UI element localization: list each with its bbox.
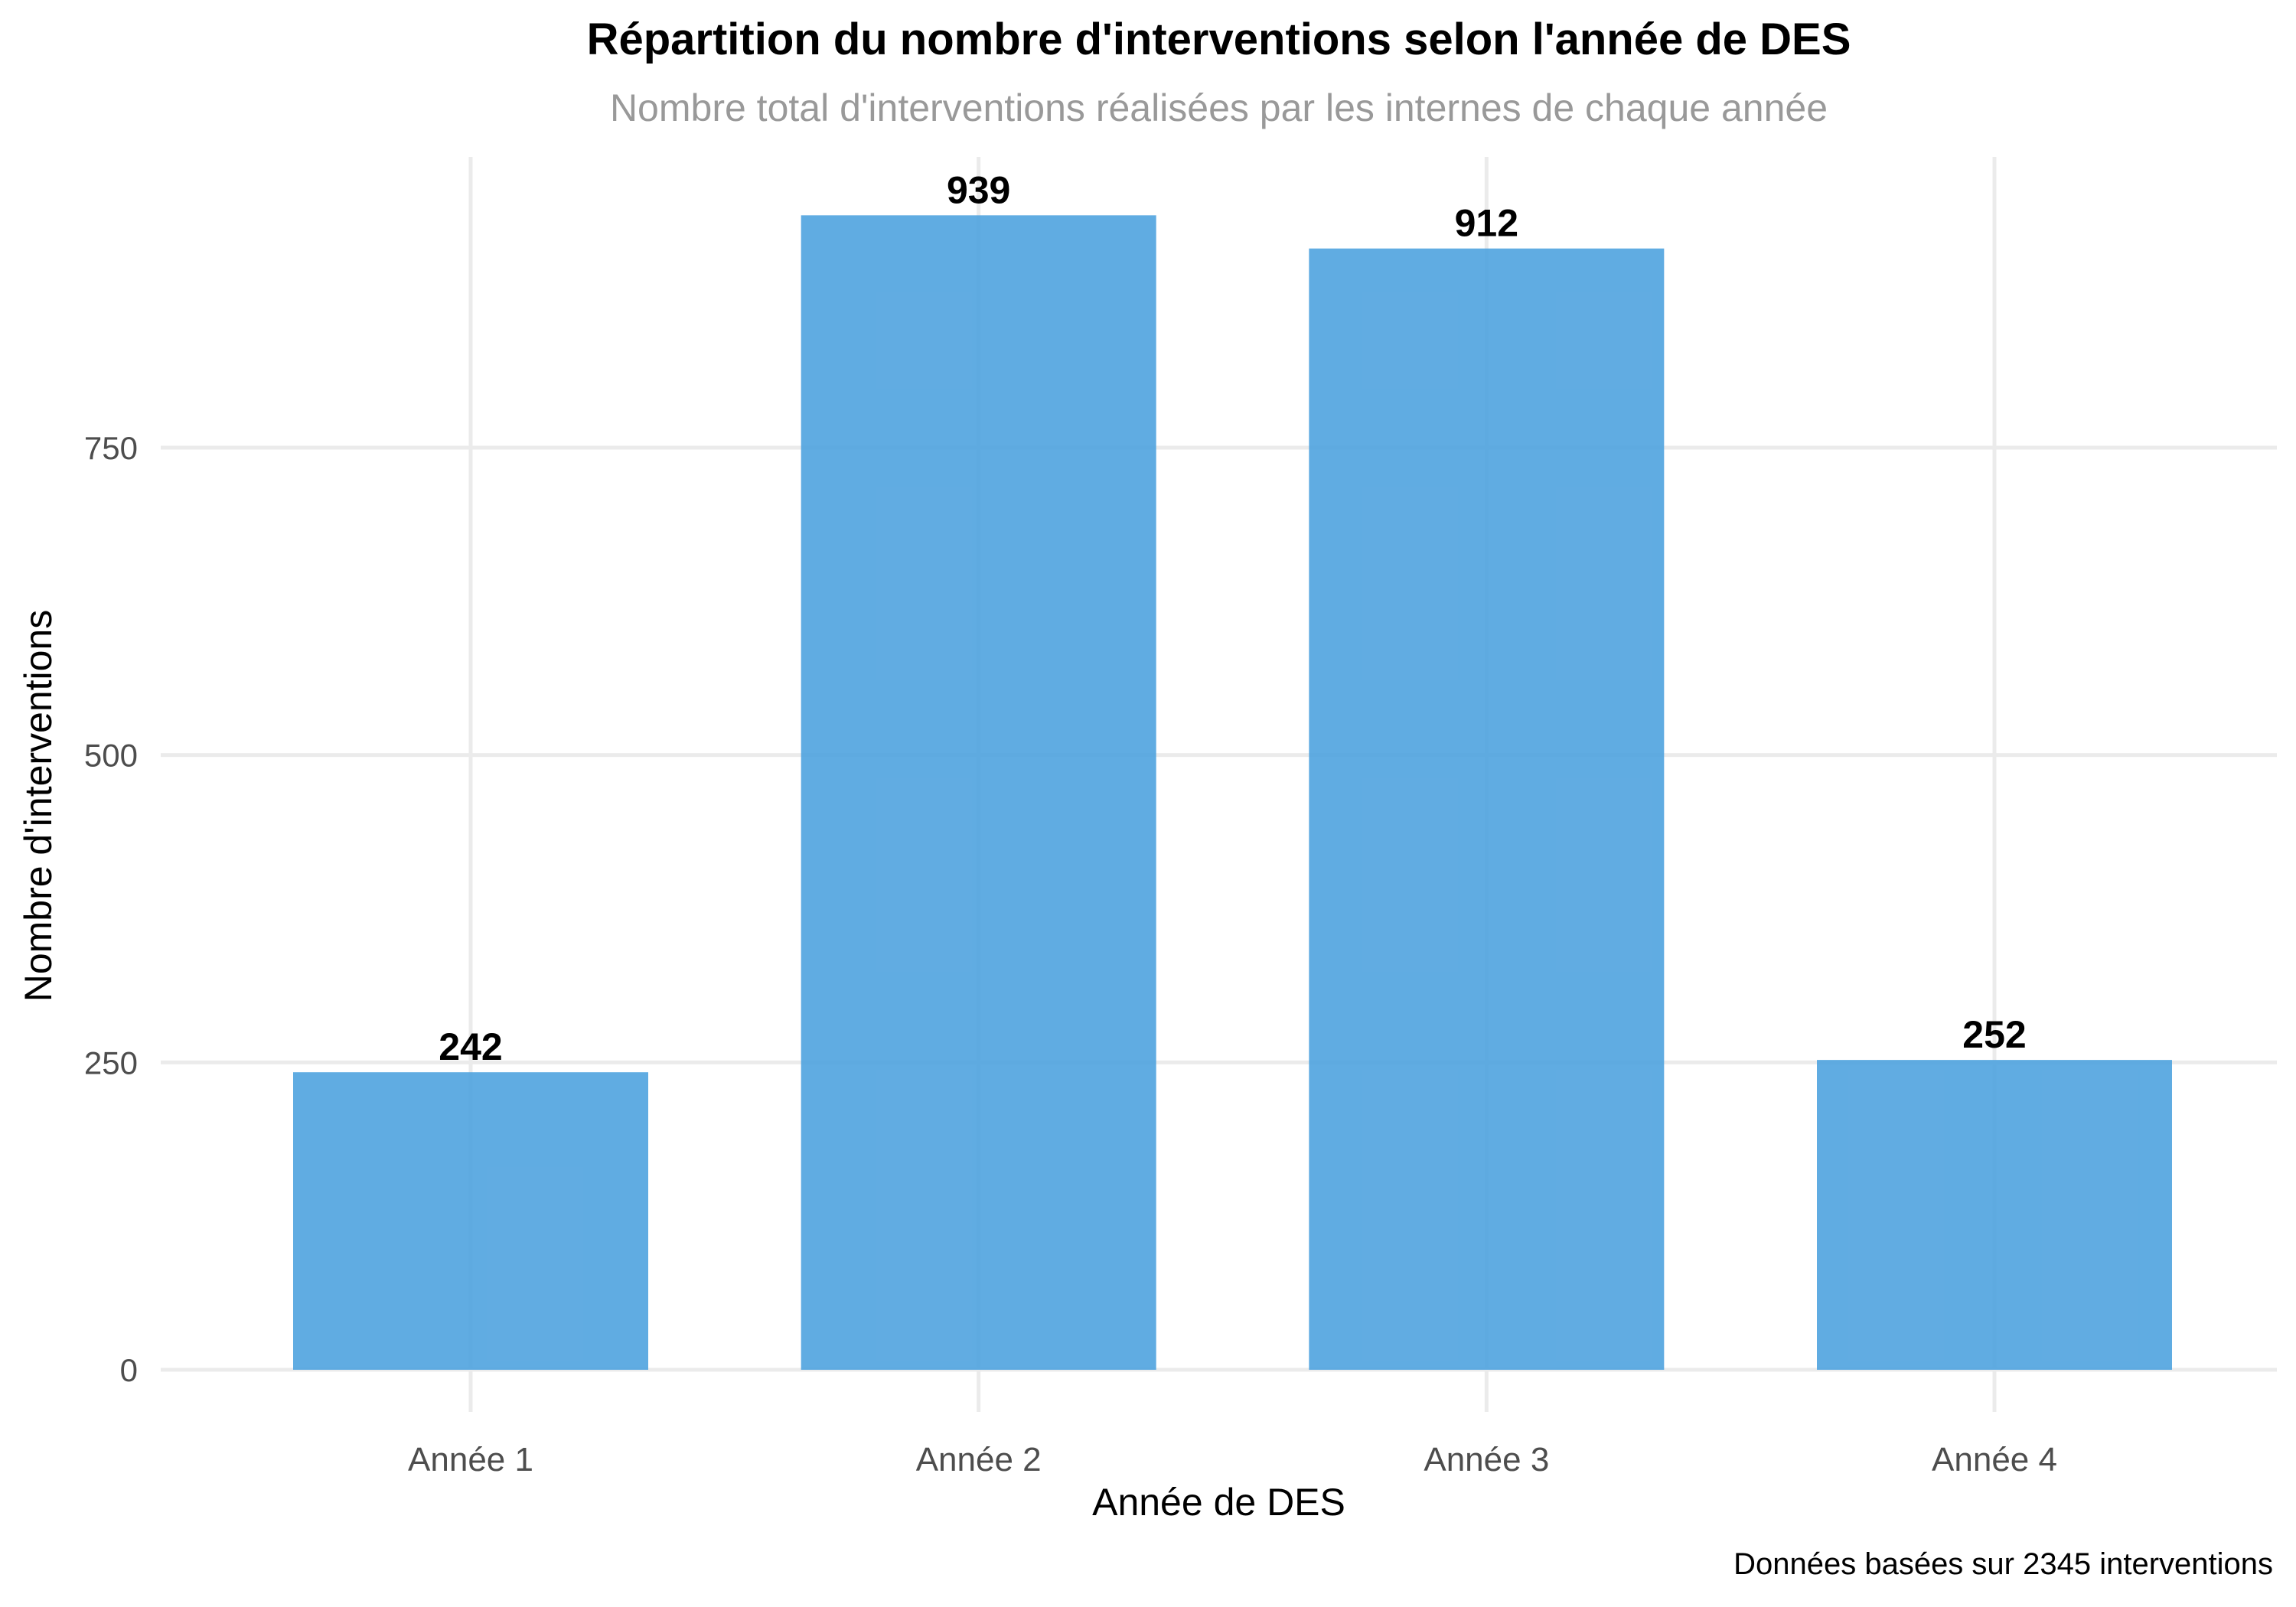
chart-caption: Données basées sur 2345 interventions [1733, 1547, 2273, 1581]
y-tick-label: 0 [120, 1352, 138, 1388]
data-labels: 242 939 912 252 [439, 168, 2026, 1068]
bar [801, 215, 1156, 1371]
y-tick-label: 500 [84, 738, 138, 774]
bar-value-label: 912 [1455, 202, 1518, 245]
y-tick-labels: 0 250 500 750 [84, 430, 138, 1388]
chart-subtitle: Nombre total d'interventions réalisées p… [609, 86, 1828, 129]
y-tick-label: 750 [84, 430, 138, 466]
bar [1817, 1060, 2172, 1370]
y-tick-label: 250 [84, 1045, 138, 1081]
bar-value-label: 242 [439, 1025, 502, 1068]
x-tick-label: Année 3 [1424, 1441, 1549, 1478]
bar-value-label: 252 [1962, 1013, 2026, 1056]
x-tick-label: Année 4 [1932, 1441, 2057, 1478]
bars [293, 215, 2172, 1371]
x-axis-label: Année de DES [1092, 1481, 1345, 1524]
x-tick-label: Année 1 [408, 1441, 533, 1478]
bar [1309, 248, 1665, 1371]
bar [293, 1072, 648, 1370]
x-tick-labels: Année 1 Année 2 Année 3 Année 4 [408, 1441, 2057, 1478]
bar-value-label: 939 [947, 168, 1010, 211]
chart-title: Répartition du nombre d'interventions se… [586, 15, 1851, 64]
x-tick-label: Année 2 [916, 1441, 1042, 1478]
